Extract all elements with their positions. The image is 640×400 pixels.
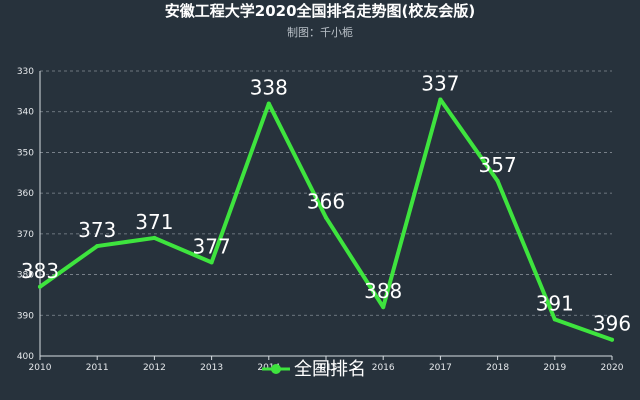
x-tick-label: 2019 — [543, 363, 566, 373]
x-tick-label: 2017 — [429, 363, 452, 373]
data-point — [610, 337, 614, 342]
y-tick-label: 400 — [17, 352, 34, 362]
x-tick-label: 2013 — [200, 363, 223, 373]
data-label: 377 — [193, 234, 231, 258]
x-tick-label: 2010 — [29, 363, 52, 373]
x-tick-label: 2011 — [86, 363, 109, 373]
data-point — [266, 101, 271, 106]
legend-label: 全国排名 — [294, 359, 366, 380]
grid-lines — [40, 70, 612, 316]
data-point — [152, 235, 157, 240]
y-tick-label: 330 — [17, 67, 34, 77]
y-tick-label: 350 — [17, 148, 34, 158]
chart-subtitle: 制图：千小栀 — [287, 25, 353, 39]
data-label: 357 — [479, 153, 517, 177]
data-point — [95, 244, 100, 249]
y-tick-label: 380 — [17, 271, 34, 281]
data-point — [38, 284, 42, 289]
x-tick-label: 2015 — [315, 363, 338, 373]
y-tick-label: 340 — [17, 108, 34, 118]
data-label: 388 — [364, 279, 402, 303]
data-point — [209, 260, 214, 265]
y-tick-label: 370 — [17, 230, 34, 240]
chart-title: 安徽工程大学2020全国排名走势图(校友会版) — [165, 2, 475, 20]
data-label: 371 — [135, 210, 173, 234]
series-line — [38, 97, 614, 342]
data-point — [324, 215, 328, 220]
data-labels: 383 373 371 377 338 366 388 337 357 391 396 — [21, 72, 631, 336]
x-tick-label: 2020 — [601, 363, 624, 373]
x-tick-label: 2018 — [486, 363, 509, 373]
x-tick-label: 2012 — [143, 363, 166, 373]
data-point — [438, 97, 443, 102]
y-tick-label: 360 — [17, 189, 34, 199]
data-label: 338 — [250, 76, 288, 100]
data-point — [495, 178, 500, 183]
data-label: 366 — [307, 190, 345, 214]
data-point — [381, 305, 386, 310]
data-label: 396 — [593, 312, 631, 336]
data-label: 383 — [21, 259, 59, 283]
legend[interactable]: 全国排名 — [262, 359, 366, 380]
data-label: 337 — [421, 72, 459, 96]
x-tick-label: 2016 — [372, 363, 395, 373]
data-point — [552, 317, 557, 322]
data-label: 373 — [78, 218, 116, 242]
data-label: 391 — [536, 291, 574, 315]
series-layer — [38, 97, 614, 342]
y-tick-label: 390 — [17, 311, 34, 321]
legend-dot-marker — [271, 364, 281, 374]
